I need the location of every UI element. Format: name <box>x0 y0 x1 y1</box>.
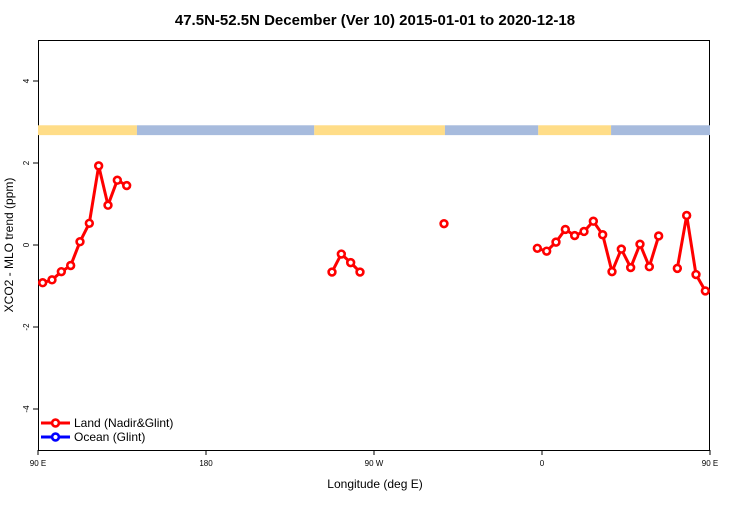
data-point <box>588 216 599 226</box>
series-line <box>42 164 128 285</box>
land-strip-segment <box>38 125 137 136</box>
y-axis: -4 -2 0 2 4 <box>22 78 38 413</box>
data-point <box>700 286 711 296</box>
data-point <box>551 237 561 247</box>
data-point <box>579 226 589 237</box>
data-point <box>65 260 76 271</box>
data-point <box>644 262 655 272</box>
series-line <box>330 252 362 274</box>
data-point <box>560 224 571 235</box>
data-point <box>47 275 57 285</box>
data-point <box>355 267 365 277</box>
y-axis-label: XCO2 - MLO trend (ppm) <box>2 178 16 313</box>
data-point <box>345 257 356 268</box>
ocean-strip-segment <box>444 125 539 136</box>
x-tick-label: 90 E <box>702 459 718 468</box>
y-tick-label: -4 <box>22 405 31 413</box>
data-point <box>103 200 113 210</box>
data-point <box>597 230 608 240</box>
land-strip-segment <box>538 125 612 136</box>
data-point <box>532 243 543 253</box>
data-point <box>541 246 552 256</box>
data-point <box>112 175 123 185</box>
plot-frame <box>38 40 710 451</box>
data-point <box>327 267 337 277</box>
data-point <box>625 262 636 273</box>
data-point <box>336 249 347 259</box>
data-point <box>84 218 95 228</box>
y-tick-label: -2 <box>22 323 31 331</box>
data-point <box>121 180 132 191</box>
data-point <box>681 210 692 221</box>
chart-title: 47.5N-52.5N December (Ver 10) 2015-01-01… <box>175 12 575 29</box>
data-point <box>569 230 580 241</box>
x-tick-label: 90 E <box>30 459 46 468</box>
legend-marker <box>50 432 61 442</box>
data-point <box>75 237 85 247</box>
data-point <box>439 218 449 229</box>
legend: Land (Nadir&Glint)Ocean (Glint) <box>41 416 173 444</box>
x-tick-label: 180 <box>199 459 213 468</box>
x-axis: 90 E 180 90 W 0 90 E <box>30 450 718 468</box>
data-point <box>616 244 627 254</box>
data-point <box>607 266 617 277</box>
data-point <box>56 266 67 277</box>
series-layer <box>37 161 711 296</box>
legend-label: Ocean (Glint) <box>74 430 145 444</box>
ocean-strip-segment <box>136 125 315 136</box>
y-tick-label: 0 <box>22 242 31 247</box>
data-point <box>691 269 701 280</box>
y-tick-label: 4 <box>22 78 31 83</box>
data-point <box>37 278 48 288</box>
x-tick-label: 0 <box>540 459 545 468</box>
y-tick-label: 2 <box>22 160 31 165</box>
x-axis-label: Longitude (deg E) <box>327 477 422 491</box>
legend-label: Land (Nadir&Glint) <box>74 416 173 430</box>
x-tick-label: 90 W <box>365 459 384 468</box>
data-point <box>672 263 683 274</box>
legend-marker <box>50 418 61 428</box>
data-point <box>653 231 664 241</box>
land-ocean-strip <box>38 125 710 136</box>
ocean-strip-segment <box>611 125 710 136</box>
data-point <box>93 161 104 171</box>
series-line <box>675 214 707 292</box>
data-point <box>635 239 645 249</box>
land-strip-segment <box>314 125 445 136</box>
